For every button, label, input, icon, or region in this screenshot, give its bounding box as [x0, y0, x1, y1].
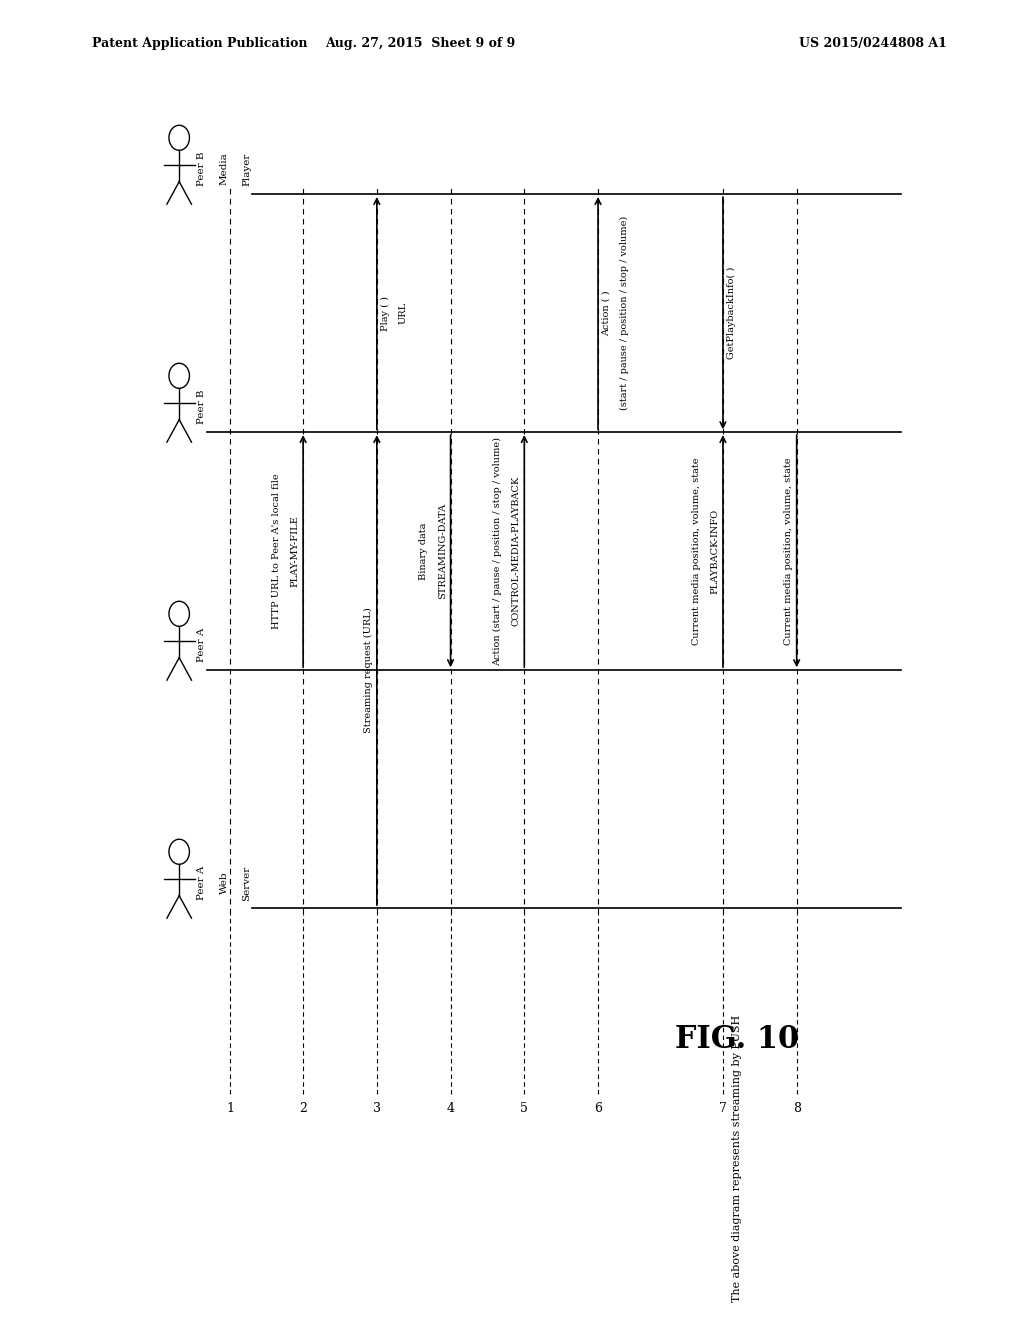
Text: 8: 8 [793, 1102, 801, 1115]
Text: Streaming request (URL): Streaming request (URL) [365, 607, 373, 733]
Text: Peer B: Peer B [198, 389, 206, 424]
Text: 7: 7 [719, 1102, 727, 1115]
Text: PLAY-MY-FILE: PLAY-MY-FILE [291, 515, 299, 587]
Text: Current media position, volume, state: Current media position, volume, state [692, 458, 700, 645]
Text: Action (start / pause / position / stop / volume): Action (start / pause / position / stop … [494, 437, 502, 665]
Text: STREAMING-DATA: STREAMING-DATA [438, 503, 446, 599]
Text: GetPlaybackInfo( ): GetPlaybackInfo( ) [727, 267, 735, 359]
Text: 6: 6 [594, 1102, 602, 1115]
Text: 2: 2 [299, 1102, 307, 1115]
Text: 1: 1 [226, 1102, 234, 1115]
Text: Media: Media [220, 153, 228, 186]
Text: Aug. 27, 2015  Sheet 9 of 9: Aug. 27, 2015 Sheet 9 of 9 [325, 37, 515, 50]
Text: PLAYBACK-INFO: PLAYBACK-INFO [711, 508, 719, 594]
Text: Peer A: Peer A [198, 628, 206, 663]
Text: URL: URL [399, 302, 408, 325]
Text: 4: 4 [446, 1102, 455, 1115]
Text: Action ( ): Action ( ) [602, 290, 610, 337]
Text: Server: Server [243, 866, 251, 900]
Text: Peer A: Peer A [198, 866, 206, 900]
Text: US 2015/0244808 A1: US 2015/0244808 A1 [799, 37, 946, 50]
Text: CONTROL-MEDIA-PLAYBACK: CONTROL-MEDIA-PLAYBACK [512, 477, 520, 626]
Text: The above diagram represents streaming by PUSH: The above diagram represents streaming b… [732, 1015, 742, 1303]
Text: Player: Player [243, 152, 251, 186]
Text: Binary data: Binary data [420, 523, 428, 579]
Text: (start / pause / position / stop / volume): (start / pause / position / stop / volum… [621, 216, 629, 411]
Text: HTTP URL to Peer A's local file: HTTP URL to Peer A's local file [272, 474, 281, 628]
Text: Play ( ): Play ( ) [381, 296, 389, 330]
Text: Peer B: Peer B [198, 152, 206, 186]
Text: Current media position, volume, state: Current media position, volume, state [784, 458, 793, 645]
Text: Patent Application Publication: Patent Application Publication [92, 37, 307, 50]
Text: 3: 3 [373, 1102, 381, 1115]
Text: FIG. 10: FIG. 10 [675, 1024, 800, 1055]
Text: Web: Web [220, 871, 228, 895]
Text: 5: 5 [520, 1102, 528, 1115]
